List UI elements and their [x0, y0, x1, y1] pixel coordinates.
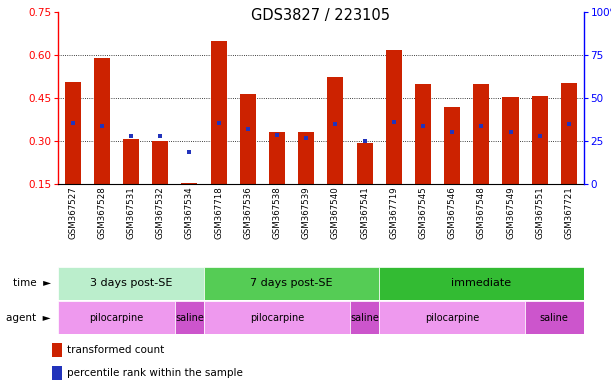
Bar: [415, 84, 431, 184]
Bar: [386, 50, 402, 184]
Bar: [240, 94, 256, 184]
Text: GSM367546: GSM367546: [448, 187, 456, 240]
Text: GSM367540: GSM367540: [331, 187, 340, 240]
Text: GSM367548: GSM367548: [477, 187, 486, 240]
Bar: [379, 301, 525, 334]
Text: GSM367719: GSM367719: [389, 187, 398, 239]
Bar: [502, 97, 519, 184]
Bar: [58, 301, 175, 334]
Text: GSM367549: GSM367549: [506, 187, 515, 239]
Text: percentile rank within the sample: percentile rank within the sample: [67, 368, 243, 378]
Bar: [379, 267, 584, 300]
Bar: [181, 183, 197, 184]
Text: GSM367531: GSM367531: [126, 187, 136, 240]
Bar: [357, 142, 373, 184]
Bar: [204, 267, 379, 300]
Bar: [211, 41, 227, 184]
Bar: [175, 301, 204, 334]
Text: GDS3827 / 223105: GDS3827 / 223105: [251, 8, 390, 23]
Text: saline: saline: [175, 313, 204, 323]
Text: 7 days post-SE: 7 days post-SE: [251, 278, 333, 288]
Text: agent  ►: agent ►: [7, 313, 51, 323]
Text: GSM367551: GSM367551: [535, 187, 544, 240]
Bar: [532, 96, 547, 184]
Text: GSM367534: GSM367534: [185, 187, 194, 240]
Bar: [350, 301, 379, 334]
Text: saline: saline: [350, 313, 379, 323]
Text: transformed count: transformed count: [67, 345, 164, 355]
Text: GSM367536: GSM367536: [243, 187, 252, 240]
Bar: [123, 139, 139, 184]
Bar: [525, 301, 584, 334]
Bar: [561, 83, 577, 184]
Text: time  ►: time ►: [13, 278, 51, 288]
Bar: [94, 58, 110, 184]
Bar: [269, 132, 285, 184]
Text: GSM367527: GSM367527: [68, 187, 77, 240]
Text: GSM367539: GSM367539: [302, 187, 310, 239]
Text: GSM367532: GSM367532: [156, 187, 165, 240]
Text: GSM367541: GSM367541: [360, 187, 369, 240]
Text: saline: saline: [540, 313, 569, 323]
Text: GSM367721: GSM367721: [565, 187, 573, 240]
Bar: [204, 301, 350, 334]
Text: GSM367545: GSM367545: [419, 187, 428, 240]
Bar: [52, 366, 62, 380]
Bar: [58, 267, 204, 300]
Text: 3 days post-SE: 3 days post-SE: [90, 278, 172, 288]
Bar: [474, 84, 489, 184]
Text: GSM367538: GSM367538: [273, 187, 282, 240]
Text: GSM367718: GSM367718: [214, 187, 223, 240]
Bar: [327, 77, 343, 184]
Bar: [152, 141, 168, 184]
Bar: [52, 343, 62, 357]
Bar: [444, 106, 460, 184]
Text: pilocarpine: pilocarpine: [425, 313, 479, 323]
Text: GSM367528: GSM367528: [97, 187, 106, 240]
Bar: [298, 132, 314, 184]
Text: immediate: immediate: [452, 278, 511, 288]
Text: pilocarpine: pilocarpine: [89, 313, 144, 323]
Text: pilocarpine: pilocarpine: [250, 313, 304, 323]
Bar: [65, 82, 81, 184]
